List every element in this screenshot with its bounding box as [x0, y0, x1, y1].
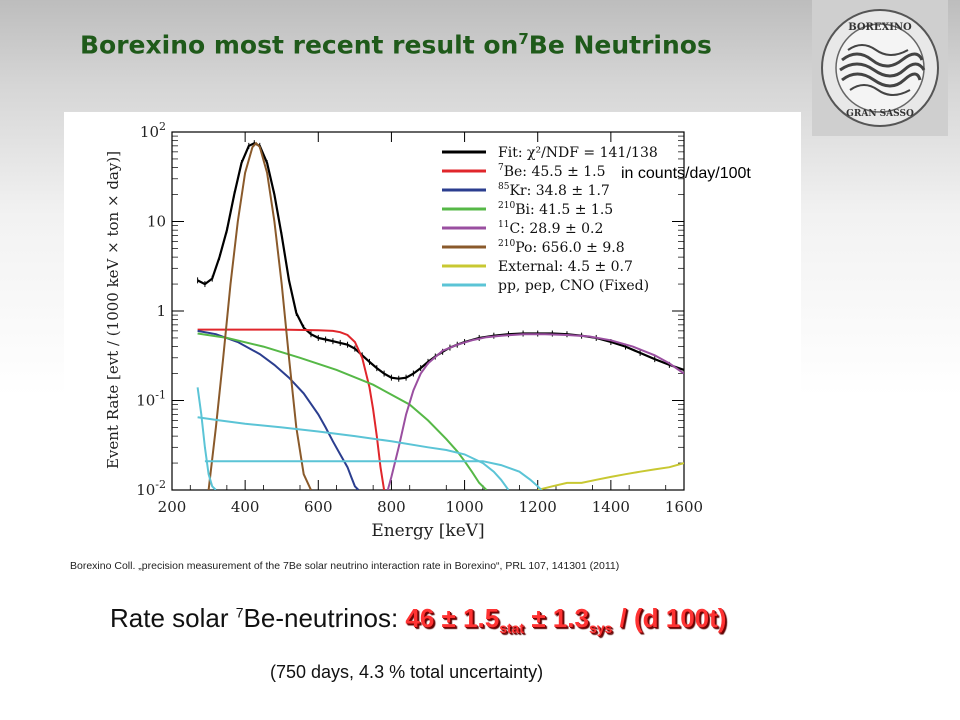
- series-line-pp_pep_cno-3: [204, 460, 543, 490]
- borexino-logo: BOREXINO GRAN SASSO: [812, 0, 948, 136]
- y-tick-label-2: 1: [156, 302, 166, 320]
- legend-label-external: External: 4.5 ± 0.7: [498, 259, 633, 275]
- legend-label-bi210: 210Bi: 41.5 ± 1.5: [498, 201, 613, 218]
- series-line-kr85: [197, 329, 360, 490]
- y-tick-label-3: 10: [147, 213, 166, 231]
- x-tick-label-7: 1600: [665, 498, 703, 516]
- series-line-po210: [207, 141, 312, 490]
- y-tick-label-0: 10-2: [136, 478, 166, 499]
- legend-label-c11: 11C: 28.9 ± 0.2: [498, 220, 603, 237]
- legend-label-pp_pep_cno: pp, pep, CNO (Fixed): [498, 278, 649, 294]
- x-tick-label-6: 1400: [592, 498, 630, 516]
- logo-bottom-text: GRAN SASSO: [846, 109, 914, 119]
- series-line-external: [537, 462, 684, 490]
- legend-label-kr85: 85Kr: 34.8 ± 1.7: [498, 182, 610, 199]
- series-line-be7: [197, 328, 386, 490]
- rate-value: 46 ± 1.5stat ± 1.3sys / (d 100t): [405, 603, 727, 637]
- x-tick-label-0: 200: [158, 498, 187, 516]
- legend-label-fit: Fit: χ²/NDF = 141/138: [498, 145, 658, 161]
- x-axis-label: Energy [keV]: [371, 521, 484, 541]
- legend-label-po210: 210Po: 656.0 ± 9.8: [498, 239, 625, 256]
- citation: Borexino Coll. „precision measurement of…: [70, 560, 619, 572]
- spectrum-figure: 200 400 600 800 1000 1200 1400 1600 10-2 10-1 1 10 1…: [64, 112, 801, 584]
- title-main: Borexino most recent result on: [80, 30, 519, 60]
- series-line-pp_pep_cno-2: [197, 416, 510, 490]
- x-tick-label-4: 1000: [445, 498, 483, 516]
- series-line-bi210: [197, 332, 488, 490]
- rate-result-line: Rate solar 7Be-neutrinos: 46 ± 1.5stat ±…: [110, 603, 726, 636]
- logo-top-text: BOREXINO: [848, 22, 912, 33]
- slide-title: Borexino most recent result on7Be Neutri…: [80, 30, 712, 59]
- legend-label-be7: 7Be: 45.5 ± 1.5: [498, 163, 606, 180]
- series-line-c11: [386, 333, 684, 490]
- x-tick-label-2: 600: [304, 498, 333, 516]
- units-note: in counts/day/100t: [621, 165, 751, 182]
- rate-value-stat: stat: [499, 620, 525, 637]
- title-sup: 7: [518, 30, 529, 48]
- spectrum-chart: 200 400 600 800 1000 1200 1400 1600 10-2 10-1 1 10 1…: [70, 120, 751, 572]
- x-tick-label-5: 1200: [519, 498, 557, 516]
- y-axis-label: Event Rate [evt / (1000 keV × ton × day)…: [104, 151, 122, 469]
- rate-label-post: Be-neutrinos:: [243, 603, 406, 633]
- rate-value-sys: sys: [588, 620, 613, 637]
- y-tick-label-1: 10-1: [136, 389, 166, 410]
- title-end: Be Neutrinos: [528, 30, 712, 60]
- rate-label-sup: 7: [235, 604, 244, 621]
- rate-value-mid: ± 1.3: [524, 603, 589, 633]
- rate-label-pre: Rate solar: [110, 603, 236, 633]
- y-tick-label-4: 102: [140, 120, 166, 141]
- exposure-note: (750 days, 4.3 % total uncertainty): [270, 662, 544, 682]
- x-tick-label-1: 400: [231, 498, 260, 516]
- x-tick-label-3: 800: [377, 498, 406, 516]
- rate-value-end: / (d 100t): [612, 603, 727, 633]
- plot-frame: [171, 131, 685, 491]
- rate-value-main: 46 ± 1.5: [405, 603, 500, 633]
